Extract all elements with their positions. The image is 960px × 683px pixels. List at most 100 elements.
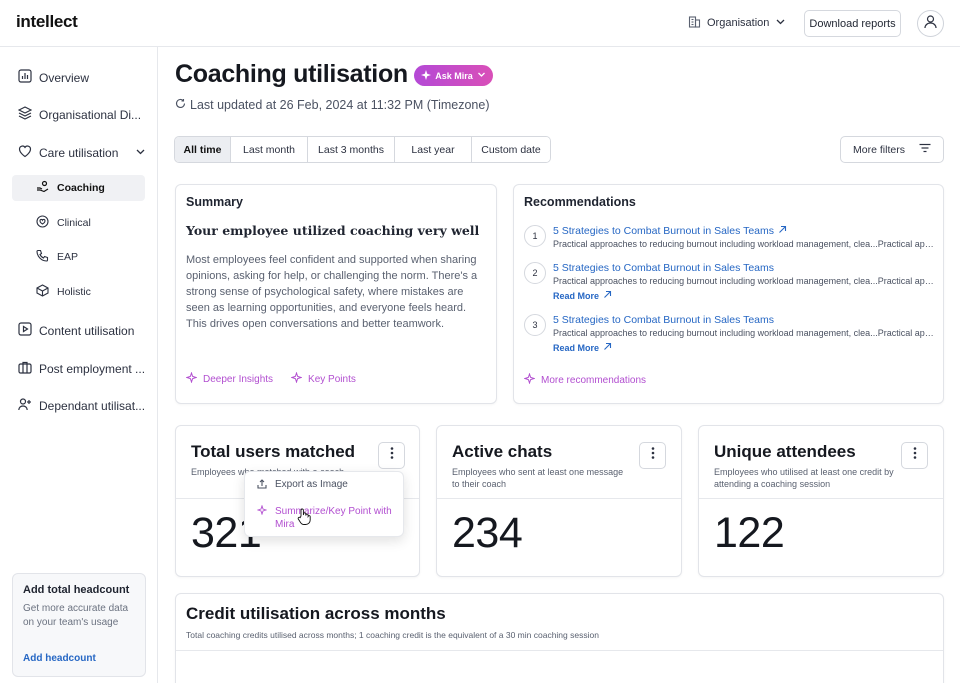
external-link-icon — [778, 225, 787, 237]
recommendation-title: 5 Strategies to Combat Burnout in Sales … — [553, 225, 775, 237]
sidebar-item-care-utilisation[interactable]: Care utilisation — [18, 144, 146, 161]
tab-last-year[interactable]: Last year — [395, 137, 472, 162]
heart-icon — [18, 144, 32, 161]
sidebar-item-label: Post employment ... — [39, 361, 146, 376]
sidebar-item-label: Care utilisation — [39, 145, 119, 160]
briefcase-icon — [18, 360, 32, 377]
summary-title: Summary — [186, 195, 243, 209]
layers-icon — [17, 106, 33, 123]
user-icon — [923, 14, 938, 34]
sidebar-subitem-coaching[interactable]: Coaching — [12, 175, 145, 201]
recommendation-description: Practical approaches to reducing burnout… — [553, 328, 934, 338]
tab-custom-date[interactable]: Custom date — [472, 137, 550, 162]
headcount-title: Add total headcount — [23, 584, 130, 596]
read-more-link[interactable]: Read More — [553, 342, 612, 353]
export-as-image-option[interactable]: Export as Image — [257, 479, 348, 492]
divider — [699, 498, 943, 499]
chevron-down-icon — [775, 16, 786, 30]
kebab-menu-button[interactable] — [639, 442, 666, 469]
kebab-menu-button[interactable] — [901, 442, 928, 469]
more-filters-label: More filters — [853, 143, 905, 156]
sidebar-item-content-utilisation[interactable]: Content utilisation — [18, 322, 134, 339]
organisation-selector[interactable]: Organisation — [688, 15, 786, 31]
stat-description: Employees who sent at least one message … — [452, 467, 624, 489]
more-vertical-icon — [651, 446, 655, 465]
sparkle-icon — [523, 372, 536, 387]
sidebar-subitem-holistic[interactable]: Holistic — [12, 279, 145, 305]
recommendation-link[interactable]: 5 Strategies to Combat Burnout in Sales … — [553, 225, 787, 237]
more-vertical-icon — [913, 446, 917, 465]
read-more-label: Read More — [553, 342, 600, 353]
users-plus-icon — [18, 397, 32, 414]
add-headcount-link[interactable]: Add headcount — [23, 653, 96, 664]
more-filters-button[interactable]: More filters — [840, 136, 944, 163]
sidebar-subitem-label: Holistic — [57, 286, 91, 298]
tab-all-time[interactable]: All time — [175, 137, 231, 162]
more-vertical-icon — [390, 446, 394, 465]
recommendation-description: Practical approaches to reducing burnout… — [553, 239, 934, 249]
divider — [176, 650, 943, 651]
summary-headline: Your employee utilized coaching very wel… — [186, 223, 480, 238]
sidebar: Overview Organisational Di... Care utili… — [0, 47, 158, 683]
headcount-card: Add total headcount Get more accurate da… — [12, 573, 146, 677]
credit-utilisation-card: Credit utilisation across months Total c… — [175, 593, 944, 683]
stat-value: 122 — [714, 509, 785, 557]
sparkle-icon — [290, 371, 303, 386]
sidebar-item-organisational[interactable]: Organisational Di... — [17, 106, 141, 123]
tab-last-3-months[interactable]: Last 3 months — [308, 137, 395, 162]
hand-heart-icon — [36, 180, 49, 196]
app-logo[interactable]: intellect — [16, 12, 78, 31]
recommendation-link[interactable]: 5 Strategies to Combat Burnout in Sales … — [553, 262, 774, 274]
recommendation-description: Practical approaches to reducing burnout… — [553, 276, 934, 286]
refresh-icon[interactable] — [175, 98, 186, 112]
export-label: Export as Image — [275, 479, 348, 490]
summarize-label: Summarize/Key Point with Mira — [275, 506, 392, 530]
sidebar-item-dependant-utilisation[interactable]: Dependant utilisat... — [18, 397, 145, 414]
page-title: Coaching utilisation — [175, 60, 408, 88]
date-range-tabs: All time Last month Last 3 months Last y… — [174, 136, 551, 163]
card-context-menu: Export as Image Summarize/Key Point with… — [244, 471, 404, 537]
phone-icon — [36, 249, 49, 265]
stat-card-unique-attendees: Unique attendees Employees who utilised … — [698, 425, 944, 577]
sparkle-icon — [256, 504, 268, 519]
summarize-with-mira-option[interactable]: Summarize/Key Point with Mira — [256, 504, 397, 531]
sidebar-subitem-clinical[interactable]: Clinical — [12, 210, 145, 236]
summary-actions: Deeper Insights Key Points — [185, 371, 356, 386]
export-icon — [257, 479, 267, 492]
read-more-link[interactable]: Read More — [553, 290, 612, 301]
divider — [437, 498, 681, 499]
recommendation-link[interactable]: 5 Strategies to Combat Burnout in Sales … — [553, 314, 774, 326]
recommendation-number: 2 — [524, 262, 546, 284]
sparkle-icon — [185, 371, 198, 386]
ask-mira-button[interactable]: Ask Mira — [414, 65, 493, 86]
sidebar-subitem-label: Clinical — [57, 217, 91, 229]
recommendations-card: Recommendations 1 5 Strategies to Combat… — [513, 184, 944, 404]
sidebar-item-post-employment[interactable]: Post employment ... — [18, 360, 145, 377]
kebab-menu-button[interactable] — [378, 442, 405, 469]
sidebar-subitem-label: Coaching — [57, 182, 105, 194]
sidebar-item-overview[interactable]: Overview — [18, 69, 89, 86]
building-icon — [688, 15, 701, 31]
hand-cursor-icon — [297, 508, 311, 530]
tab-last-month[interactable]: Last month — [231, 137, 308, 162]
play-icon — [18, 322, 32, 339]
last-updated-text: Last updated at 26 Feb, 2024 at 11:32 PM… — [190, 98, 490, 112]
key-points-link[interactable]: Key Points — [290, 371, 356, 386]
external-link-icon — [603, 290, 612, 301]
summary-card: Summary Your employee utilized coaching … — [175, 184, 497, 404]
sidebar-subitem-eap[interactable]: EAP — [12, 244, 145, 270]
deeper-insights-label: Deeper Insights — [203, 373, 274, 385]
recommendation-number: 1 — [524, 225, 546, 247]
chevron-down-icon[interactable] — [135, 146, 146, 160]
user-avatar[interactable] — [917, 10, 944, 37]
credit-title: Credit utilisation across months — [186, 604, 446, 623]
more-recommendations-link[interactable]: More recommendations — [523, 372, 646, 387]
deeper-insights-link[interactable]: Deeper Insights — [185, 371, 274, 386]
sidebar-item-label: Content utilisation — [39, 323, 135, 338]
download-reports-button[interactable]: Download reports — [804, 10, 901, 37]
organisation-label: Organisation — [707, 17, 770, 29]
stat-description: Employees who utilised at least one cred… — [714, 467, 894, 489]
bar-chart-icon — [18, 69, 32, 86]
stat-card-active-chats: Active chats Employees who sent at least… — [436, 425, 682, 577]
stat-title: Unique attendees — [714, 442, 856, 461]
